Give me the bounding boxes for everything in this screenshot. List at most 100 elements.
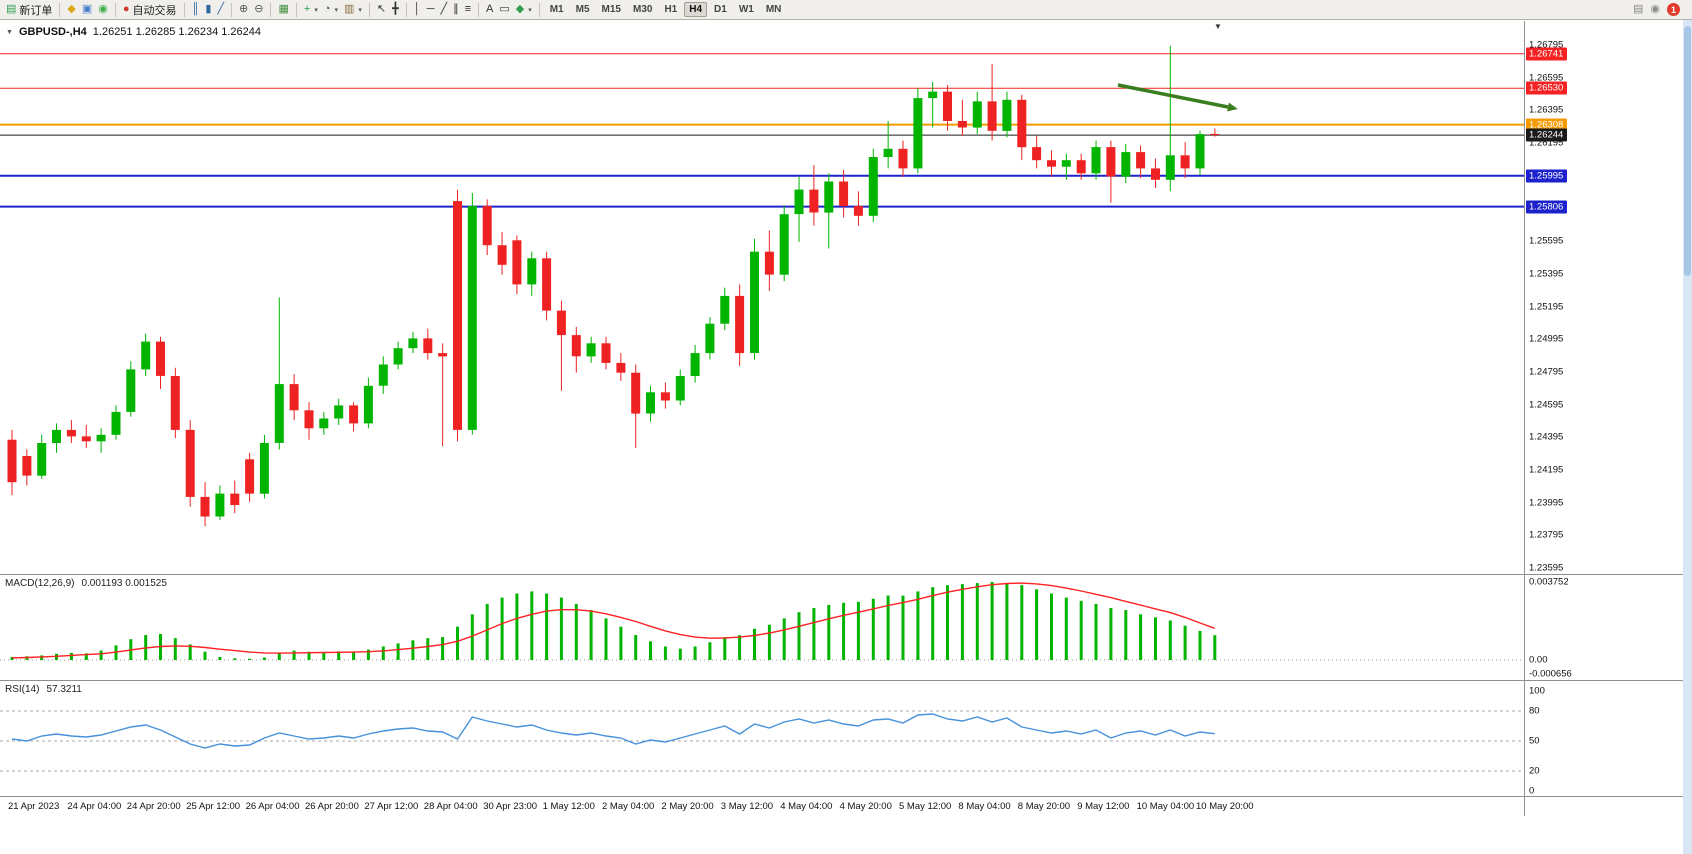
text-label-button[interactable]: ▭	[496, 1, 512, 18]
main-chart-panel[interactable]: ▼ GBPUSD-,H4 1.26251 1.26285 1.26234 1.2…	[0, 21, 1692, 574]
timeframe-h4-button[interactable]: H4	[684, 2, 708, 17]
price-tag: 1.26741	[1526, 47, 1568, 61]
metaeditor-icon: ▣	[81, 3, 93, 15]
rsi-axis-label: 50	[1529, 735, 1540, 747]
vertical-scrollbar[interactable]	[1683, 20, 1692, 854]
time-axis-label: 24 Apr 04:00	[67, 801, 122, 812]
one-click-trading-toggle[interactable]: ▼	[6, 28, 13, 36]
layout-icon[interactable]: ▤	[1632, 3, 1644, 15]
rsi-line	[11, 713, 1215, 749]
chevron-down-icon: ▾	[528, 6, 532, 14]
alerts-icon[interactable]: ◉	[1650, 3, 1660, 15]
time-axis-label: 10 May 20:00	[1196, 801, 1254, 812]
timeframe-m15-button[interactable]: M15	[601, 4, 621, 15]
vertical-line-button[interactable]: │	[411, 1, 424, 18]
time-axis-label: 3 May 12:00	[720, 801, 774, 812]
price-axis-label: 1.26595	[1529, 72, 1564, 84]
text-button[interactable]: A	[483, 1, 496, 18]
rsi-panel[interactable]: RSI(14) 57.3211 100 80 50 20 0	[0, 680, 1692, 797]
timeframe-m30-button[interactable]: M30	[632, 4, 653, 15]
rsi-level-lines	[0, 710, 1524, 772]
time-axis-label: 21 Apr 2023	[8, 801, 60, 812]
timeframe-h1-button[interactable]: H1	[664, 4, 678, 15]
cursor-button[interactable]: ↖	[374, 1, 389, 18]
trendline-button[interactable]: ╱	[437, 1, 450, 18]
toolbar-buttons: ▤ 新订单 ◆ ▣ ◉ ● 自动交易 ║ ▮ ╱ ⊕ ⊖ ▦ + ▾ ◔ ▾ ▥ ▾ ↖ ╋ │ ─ ╱ ∥ ≡ A ▭ ◆ ▾ M1 M5 M…	[3, 1, 787, 18]
toolbar-separator	[405, 2, 407, 17]
time-axis-label: 25 Apr 12:00	[186, 801, 241, 812]
rsi-plot[interactable]	[0, 681, 1524, 797]
chart-shift-marker: ▼	[1214, 22, 1222, 31]
horizontal-line-button[interactable]: ─	[424, 1, 438, 18]
toolbar-separator	[231, 2, 233, 17]
toolbar: ▤ 新订单 ◆ ▣ ◉ ● 自动交易 ║ ▮ ╱ ⊕ ⊖ ▦ + ▾ ◔ ▾ ▥ ▾ ↖ ╋ │ ─ ╱ ∥ ≡ A ▭ ◆ ▾ M1 M5 M…	[0, 0, 1692, 20]
autotrading-button[interactable]: ● 自动交易	[120, 1, 180, 18]
fibonacci-button[interactable]: ≡	[462, 1, 474, 18]
templates-button[interactable]: ▥ ▾	[341, 1, 365, 18]
zoom-out-button[interactable]: ⊖	[251, 1, 266, 18]
trend-arrow-annotation[interactable]	[1117, 83, 1238, 112]
scrollbar-thumb[interactable]	[1684, 26, 1691, 276]
time-axis-label: 8 May 20:00	[1017, 801, 1071, 812]
time-axis-label: 8 May 04:00	[958, 801, 1011, 812]
crosshair-button[interactable]: ╋	[389, 1, 402, 18]
macd-indicator-label: MACD(12,26,9)	[5, 578, 75, 589]
timeframe-m5-button[interactable]: M5	[575, 4, 590, 15]
macd-axis-label: 0.00	[1529, 654, 1548, 666]
line-chart-button[interactable]: ╱	[214, 1, 227, 18]
rsi-axis-label: 0	[1529, 785, 1535, 797]
time-axis-label: 5 May 12:00	[899, 801, 952, 812]
bar-chart-button[interactable]: ║	[189, 1, 203, 18]
shapes-button[interactable]: ◆ ▾	[513, 1, 535, 18]
time-axis-label: 10 May 04:00	[1136, 801, 1195, 812]
community-button[interactable]: ◉	[95, 1, 111, 18]
vertical-line-icon: │	[413, 3, 421, 15]
chart-ohlc-values: 1.26251 1.26285 1.26234 1.26244	[92, 26, 261, 38]
tile-windows-icon: ▦	[278, 3, 289, 15]
price-axis-label: 1.25595	[1529, 235, 1564, 247]
shapes-icon: ◆	[515, 3, 525, 15]
channel-button[interactable]: ∥	[450, 1, 462, 18]
macd-plot[interactable]	[0, 575, 1524, 681]
time-axis-label: 4 May 20:00	[839, 801, 892, 812]
time-axis: 21 Apr 2023 24 Apr 04:00 24 Apr 20:00 25 Ap…	[0, 796, 1692, 816]
tile-windows-button[interactable]: ▦	[275, 1, 291, 18]
indicators-button[interactable]: + ▾	[301, 1, 321, 18]
macd-axis-label: -0.000656	[1529, 668, 1572, 680]
chevron-down-icon: ▾	[358, 6, 362, 14]
toolbar-separator	[368, 2, 370, 17]
level-lines	[0, 53, 1524, 208]
price-axis-label: 1.23595	[1529, 562, 1564, 574]
price-axis-label: 1.26795	[1529, 39, 1564, 51]
timeframe-mn-button[interactable]: MN	[765, 4, 782, 15]
price-tag: 1.25806	[1526, 200, 1568, 214]
price-axis-label: 1.23995	[1529, 497, 1564, 509]
profiles-button[interactable]: ◆	[64, 1, 78, 18]
price-tag: 1.26308	[1526, 118, 1568, 132]
channel-icon: ∥	[453, 3, 459, 15]
indicators-icon: +	[303, 3, 311, 15]
timeframe-d1-button[interactable]: D1	[714, 4, 727, 15]
timeframe-m1-button[interactable]: M1	[549, 4, 564, 15]
metaeditor-button[interactable]: ▣	[79, 1, 95, 18]
templates-icon: ▥	[344, 3, 355, 15]
rsi-indicator-value: 57.3211	[46, 684, 82, 695]
time-axis-label: 2 May 20:00	[661, 801, 714, 812]
chevron-down-icon: ▾	[334, 6, 338, 14]
macd-label-block: MACD(12,26,9) 0.001193 0.001525	[5, 578, 167, 589]
time-axis-label: 4 May 04:00	[780, 801, 833, 812]
periods-button[interactable]: ◔ ▾	[321, 1, 341, 18]
time-axis-label: 24 Apr 20:00	[126, 801, 181, 812]
macd-panel[interactable]: MACD(12,26,9) 0.001193 0.001525 0.003752…	[0, 574, 1692, 680]
autotrading-button-label: 自动交易	[132, 4, 177, 17]
cursor-icon: ↖	[376, 3, 387, 15]
price-plot[interactable]	[0, 21, 1524, 574]
candlestick-chart-button[interactable]: ▮	[202, 1, 214, 18]
rsi-axis-label: 20	[1529, 765, 1540, 777]
notification-badge[interactable]: 1	[1667, 3, 1680, 16]
toolbar-separator	[538, 2, 540, 17]
new-order-button[interactable]: ▤ 新订单	[3, 1, 55, 18]
macd-axis-label: 0.003752	[1529, 576, 1569, 588]
timeframe-w1-button[interactable]: W1	[738, 4, 754, 15]
zoom-in-button[interactable]: ⊕	[236, 1, 251, 18]
